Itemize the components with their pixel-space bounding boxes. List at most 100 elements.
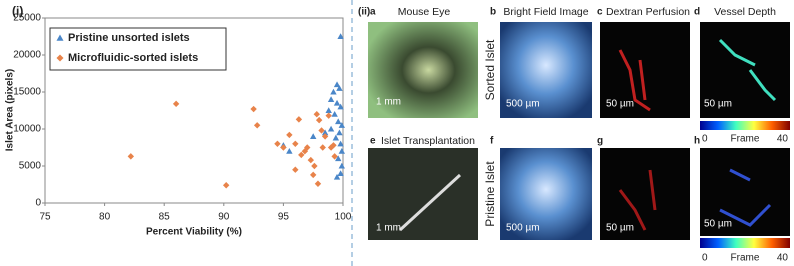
- point: [330, 88, 337, 95]
- point: [311, 162, 318, 170]
- needle: [398, 173, 462, 232]
- legend-label: Pristine unsorted islets: [68, 32, 190, 44]
- point: [338, 122, 346, 128]
- image: [600, 148, 690, 240]
- point: [327, 125, 335, 132]
- y-tick-label: 25000: [13, 13, 41, 24]
- x-tick-label: 85: [159, 212, 171, 223]
- image-detail: [718, 38, 777, 102]
- point: [127, 153, 135, 160]
- colorbar-max: 40: [777, 253, 789, 264]
- panel-letter: c: [597, 7, 603, 18]
- point: [325, 112, 332, 119]
- panel-letter: h: [694, 136, 700, 147]
- panel-letter: b: [490, 7, 496, 18]
- point: [337, 103, 344, 110]
- point: [337, 140, 344, 147]
- point: [335, 118, 342, 125]
- x-tick-label: 100: [335, 212, 352, 223]
- legend-label: Microfluidic-sorted islets: [68, 52, 198, 64]
- panel-label: (i): [12, 4, 23, 18]
- point: [338, 148, 346, 154]
- y-tick-label: 5000: [19, 161, 42, 172]
- point: [332, 134, 340, 141]
- plot-area: [44, 17, 344, 204]
- scale-label: 500 µm: [506, 99, 540, 110]
- colorbar-max: 40: [777, 134, 789, 145]
- point: [313, 111, 320, 118]
- panel-title: Vessel Depth: [714, 6, 776, 18]
- point: [335, 155, 342, 162]
- point: [318, 127, 325, 134]
- point: [321, 129, 329, 136]
- colorbar-label: Frame: [731, 253, 760, 264]
- colorbar-min: 0: [702, 134, 708, 145]
- y-tick-label: 0: [35, 198, 41, 209]
- panel-letter: a: [370, 7, 376, 18]
- point: [253, 122, 261, 129]
- legend-marker: [56, 34, 64, 41]
- point: [274, 140, 281, 147]
- point: [314, 180, 322, 187]
- panel-letter: f: [490, 136, 494, 147]
- point: [337, 170, 344, 176]
- point: [292, 140, 299, 147]
- panel-label: (ii): [358, 7, 370, 18]
- panel-title: Mouse Eye: [398, 6, 451, 18]
- point: [307, 156, 315, 164]
- panel-letter: e: [370, 136, 376, 147]
- colorbar: [700, 238, 790, 248]
- point: [321, 133, 329, 140]
- scale-label: 1 mm: [376, 223, 401, 234]
- point: [338, 162, 346, 169]
- y-tick-label: 15000: [13, 87, 41, 98]
- point: [310, 171, 317, 179]
- legend-box: [49, 27, 227, 71]
- x-tick-label: 75: [39, 212, 51, 223]
- legend-marker: [56, 54, 64, 62]
- scale-label: 50 µm: [606, 223, 634, 234]
- image: [500, 148, 592, 240]
- scale-label: 1 mm: [376, 97, 401, 108]
- point: [298, 151, 305, 159]
- point: [333, 81, 341, 88]
- image: [500, 22, 592, 118]
- point: [315, 116, 323, 124]
- x-axis-label: Percent Viability (%): [146, 227, 242, 238]
- point: [333, 99, 341, 106]
- point: [172, 100, 180, 108]
- point: [310, 133, 317, 139]
- x-tick-label: 80: [99, 212, 111, 223]
- point: [336, 85, 343, 91]
- point: [327, 144, 335, 151]
- point: [222, 182, 230, 189]
- point: [295, 116, 303, 123]
- point: [301, 148, 309, 155]
- y-tick-label: 20000: [13, 50, 41, 61]
- row-label: Sorted Islet: [483, 39, 497, 100]
- point: [286, 131, 293, 139]
- panel-title: Bright Field Image: [503, 6, 588, 18]
- image: [700, 22, 790, 118]
- scale-label: 50 µm: [606, 99, 634, 110]
- colorbar-min: 0: [702, 253, 708, 264]
- image: [600, 22, 690, 118]
- scale-label: 50 µm: [704, 219, 732, 230]
- point: [286, 148, 293, 154]
- image: [368, 148, 478, 240]
- point: [331, 153, 338, 160]
- y-axis-label: Islet Area (pixels): [5, 69, 16, 151]
- colorbar-label: Frame: [731, 134, 760, 145]
- row-label: Pristine Islet: [483, 161, 497, 227]
- image: [368, 22, 478, 118]
- point: [337, 33, 344, 40]
- point: [292, 166, 299, 173]
- panel-title: Dextran Perfusion: [606, 6, 690, 18]
- point: [325, 107, 332, 114]
- scale-label: 50 µm: [704, 99, 732, 110]
- point: [336, 129, 343, 136]
- point: [280, 144, 287, 151]
- panel-letter: g: [597, 136, 603, 147]
- y-tick-label: 10000: [13, 124, 41, 135]
